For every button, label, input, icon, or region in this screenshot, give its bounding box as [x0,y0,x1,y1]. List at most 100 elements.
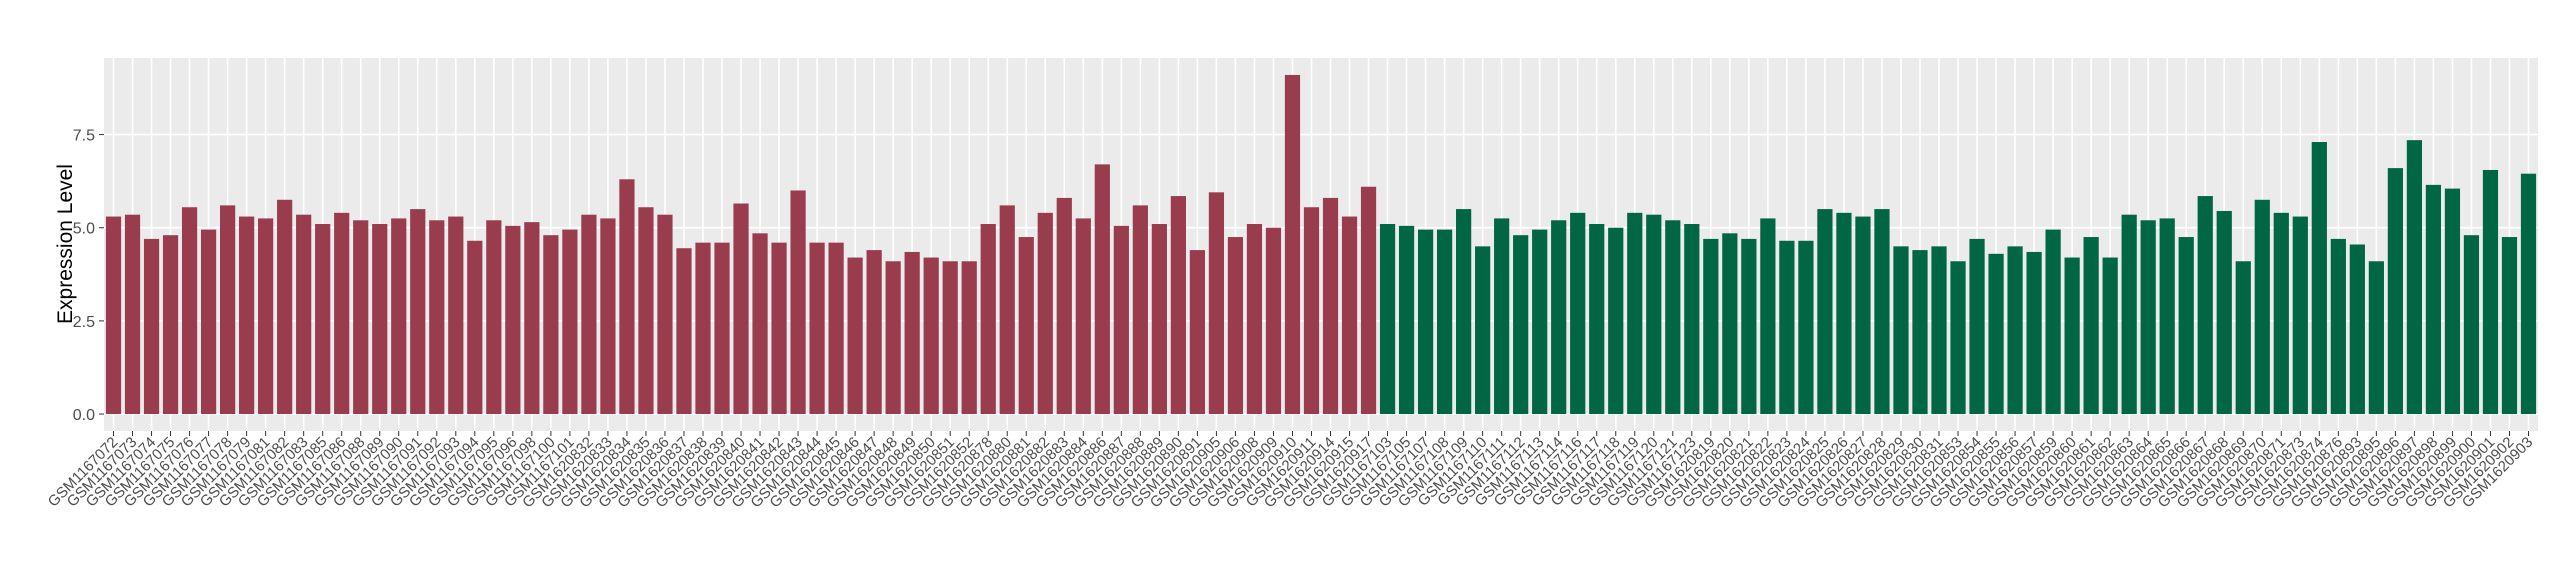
bar [1398,225,1415,415]
bar [524,222,540,415]
bar [2406,140,2423,415]
bar [543,235,559,415]
bar [1798,240,1814,415]
bar [1132,205,1148,415]
bar [695,242,711,415]
bar [486,220,502,415]
bar [714,242,730,415]
bar [467,240,483,415]
bar [2007,246,2023,415]
bar [1456,209,1472,415]
bar [353,220,369,415]
bar [1379,224,1396,415]
bar [2273,212,2289,415]
bar [1703,238,1719,415]
bar [1532,229,1548,415]
bar [143,238,160,415]
bar [429,220,445,415]
bar [1189,250,1206,415]
bar [1056,197,1072,415]
bar [847,257,863,415]
bar [1113,225,1129,415]
bar [1722,233,1738,415]
bar [1265,227,1282,415]
bar [162,235,179,415]
bar [448,216,464,415]
bar [1950,261,1966,415]
bar [1665,220,1681,415]
bar [1627,212,1643,415]
bar [124,214,141,415]
bar [277,199,293,415]
bar [181,207,198,415]
bar [1874,209,1890,415]
bar [562,229,578,415]
bar [866,250,882,415]
bar [1303,207,1320,415]
bar [1037,212,1053,415]
bar [961,261,977,415]
bar [2330,238,2346,415]
bar [1551,220,1567,415]
bar [2083,237,2099,415]
bar [581,214,597,415]
bar [828,242,844,415]
bar [980,224,996,415]
y-tick-label: 0.0 [73,407,95,424]
bar [2368,261,2384,415]
bar [1589,224,1605,415]
bar [1988,253,2004,415]
bar [1246,224,1263,415]
bar [1322,197,1339,415]
bar [676,248,692,415]
bar [1494,218,1510,415]
bar [1741,238,1757,415]
bar [2102,257,2118,415]
bar [2463,235,2480,415]
bar [2026,251,2042,415]
bar [1817,209,1833,415]
bar [1912,250,1928,415]
bar [771,242,787,415]
bar [1284,74,1301,415]
bar [239,216,255,415]
bar [1436,229,1453,415]
bar [2349,244,2365,415]
bar [1360,186,1377,415]
bar [600,218,616,415]
bar [1570,212,1586,415]
bar [1779,240,1795,415]
bar [752,233,768,415]
bar [1760,218,1776,415]
bar [1417,229,1434,415]
bar [999,205,1015,415]
bar [2064,257,2080,415]
bar [638,207,654,415]
bar [1475,246,1491,415]
bar [2501,237,2518,415]
bar [2254,199,2270,415]
bar [1151,224,1167,415]
bar [885,261,901,415]
bar [1208,192,1225,415]
y-tick-label: 5.0 [73,221,95,238]
bar [2482,169,2499,415]
bar [2121,214,2137,415]
bar [790,190,806,415]
bar [2216,210,2232,415]
bar [1075,218,1091,415]
bar [1018,237,1034,415]
bar [1855,216,1871,415]
bar [2159,218,2175,415]
bar [219,205,236,415]
bar [2140,220,2156,415]
bar [1931,246,1947,415]
bar [1969,238,1985,415]
bar [2197,196,2213,415]
bar [105,216,122,415]
bar [334,212,350,415]
bar [2178,237,2194,415]
bar [1513,235,1529,415]
y-tick-label: 7.5 [73,128,95,145]
